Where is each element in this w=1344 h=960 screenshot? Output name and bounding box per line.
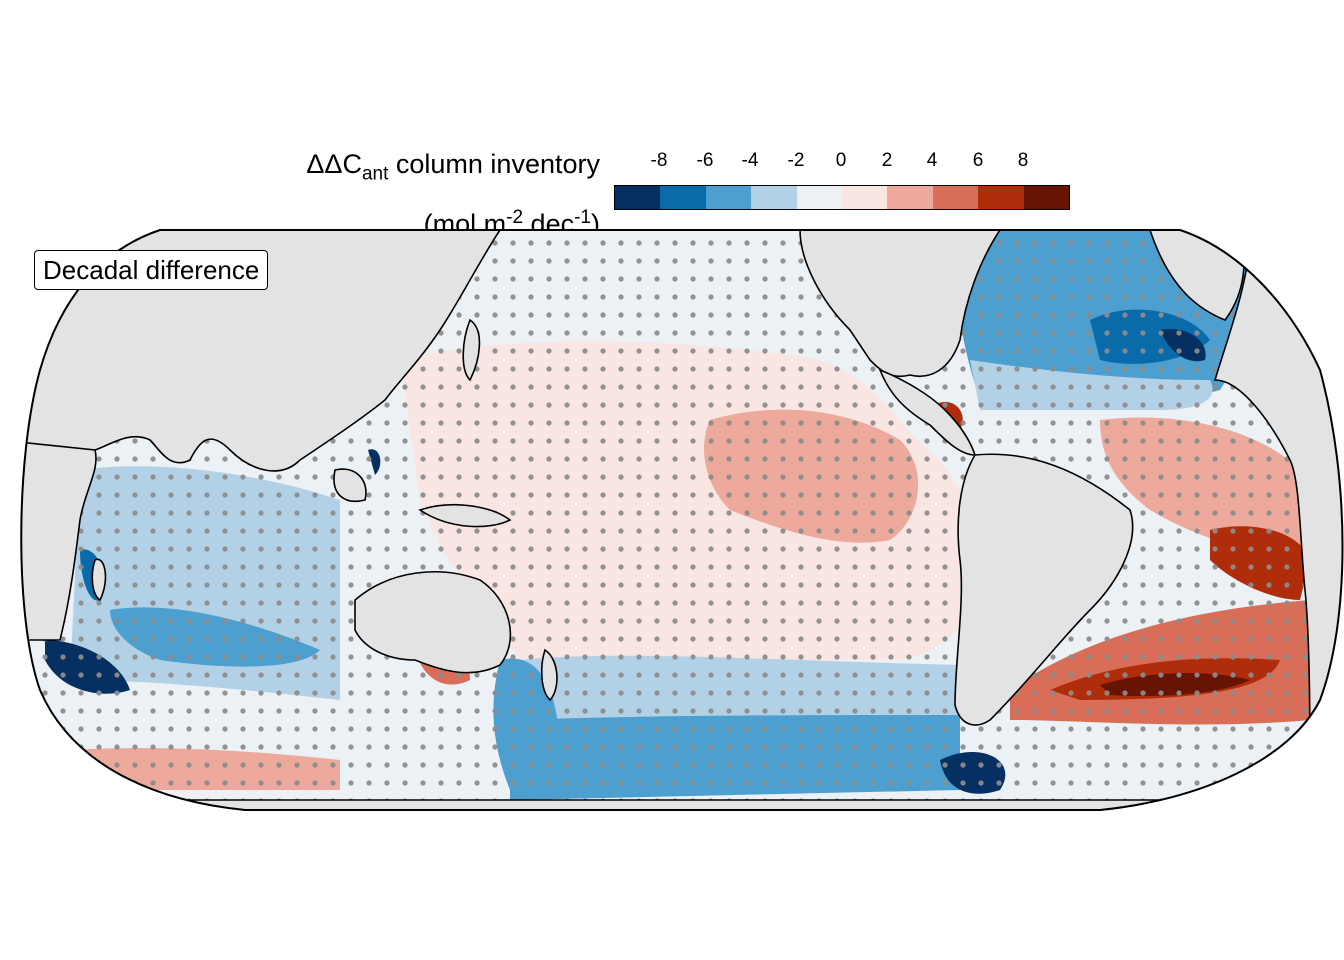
asia-west-land	[21, 230, 502, 472]
legend-tick: -4	[741, 150, 759, 171]
legend-tick: 0	[835, 150, 847, 171]
legend-tick-labels: -8 -6 -4 -2 0 2 4 6 8	[614, 150, 1070, 180]
antarctica-land	[21, 799, 1343, 810]
legend-color-bin	[615, 186, 661, 209]
legend-tick: 8	[1017, 150, 1029, 171]
legend-color-bin	[660, 186, 706, 209]
legend-color-bin	[932, 186, 979, 209]
legend-color-bin	[887, 186, 933, 209]
legend-tick: 6	[972, 150, 984, 171]
legend-color-bin	[1023, 186, 1070, 209]
new-guinea-land	[418, 504, 512, 528]
africa-east-land	[21, 439, 97, 641]
legend-tick: -2	[787, 150, 805, 171]
legend-tick: -6	[696, 150, 714, 171]
europe-africa-land	[1213, 230, 1343, 801]
legend-color-bin	[842, 186, 888, 209]
legend-variable-label: ΔΔCant column inventory	[306, 149, 600, 185]
borneo-land	[333, 468, 367, 502]
north-america-land	[799, 230, 1002, 378]
new-zealand-land	[540, 648, 558, 702]
legend-color-bin	[751, 186, 797, 209]
south-america-land	[954, 453, 1134, 726]
legend-title: ΔΔCant column inventory (mol m-2 dec-1)	[306, 142, 600, 246]
legend-color-bar	[614, 185, 1070, 210]
japan-land	[462, 318, 481, 382]
legend-color-bin	[978, 186, 1024, 209]
legend-color-bin	[705, 186, 752, 209]
map-border	[20, 229, 1344, 811]
legend-tick: 2	[881, 150, 893, 171]
legend-color-bin	[796, 186, 843, 209]
madagascar-land	[91, 558, 107, 602]
panel-label: Decadal difference	[34, 250, 269, 290]
australia-land	[354, 571, 512, 674]
legend-tick: -8	[650, 150, 668, 171]
legend-tick: 4	[926, 150, 938, 171]
